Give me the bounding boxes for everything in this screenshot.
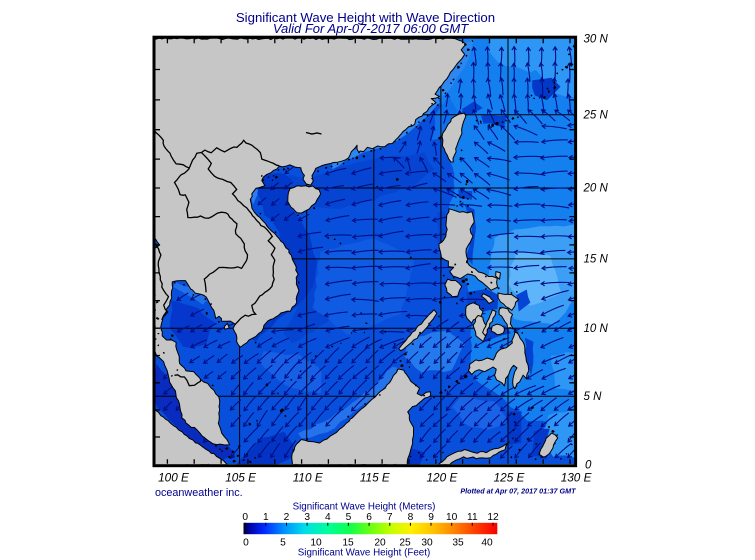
svg-text:11: 11 [467, 512, 478, 523]
svg-text:10: 10 [310, 538, 322, 549]
svg-text:5: 5 [346, 512, 352, 523]
svg-text:2: 2 [284, 512, 290, 523]
svg-text:7: 7 [387, 512, 393, 523]
svg-text:10 N: 10 N [584, 323, 609, 335]
svg-text:125 E: 125 E [494, 470, 525, 484]
svg-text:3: 3 [304, 512, 310, 523]
svg-text:15 N: 15 N [584, 254, 609, 266]
svg-text:15: 15 [342, 538, 354, 549]
svg-text:20 N: 20 N [583, 183, 609, 195]
svg-text:10: 10 [446, 512, 458, 523]
svg-text:0: 0 [243, 538, 249, 549]
svg-text:30: 30 [421, 538, 433, 549]
svg-text:100 E: 100 E [158, 470, 189, 484]
svg-text:12: 12 [487, 512, 499, 523]
svg-text:105 E: 105 E [225, 470, 256, 484]
svg-text:0: 0 [242, 512, 248, 523]
svg-text:Significant Wave Height (Feet): Significant Wave Height (Feet) [298, 548, 431, 559]
svg-text:35: 35 [452, 538, 464, 549]
svg-text:115 E: 115 E [360, 470, 390, 484]
svg-text:5 N: 5 N [584, 391, 603, 403]
svg-text:0: 0 [585, 459, 592, 471]
svg-text:40: 40 [481, 538, 493, 549]
svg-text:oceanweather inc.: oceanweather inc. [155, 487, 243, 499]
svg-text:Significant Wave Height with W: Significant Wave Height with Wave Direct… [236, 10, 495, 25]
svg-text:110 E: 110 E [293, 470, 323, 484]
svg-text:Significant Wave Height (Meter: Significant Wave Height (Meters) [293, 502, 436, 513]
svg-text:6: 6 [366, 512, 372, 523]
svg-text:9: 9 [428, 512, 434, 523]
svg-text:130 E: 130 E [561, 470, 592, 484]
svg-text:20: 20 [374, 538, 386, 549]
svg-text:25: 25 [399, 538, 411, 549]
svg-text:Plotted at Apr 07, 2017 01:37: Plotted at Apr 07, 2017 01:37 GMT [460, 487, 576, 496]
svg-text:8: 8 [408, 512, 414, 523]
svg-text:30 N: 30 N [584, 33, 609, 45]
svg-text:120 E: 120 E [426, 470, 457, 484]
svg-text:Valid For Apr-07-2017 06:00 GM: Valid For Apr-07-2017 06:00 GMT [273, 21, 469, 36]
svg-text:5: 5 [280, 538, 286, 549]
svg-text:4: 4 [325, 512, 331, 523]
svg-text:25 N: 25 N [583, 110, 609, 122]
svg-text:1: 1 [263, 512, 269, 523]
